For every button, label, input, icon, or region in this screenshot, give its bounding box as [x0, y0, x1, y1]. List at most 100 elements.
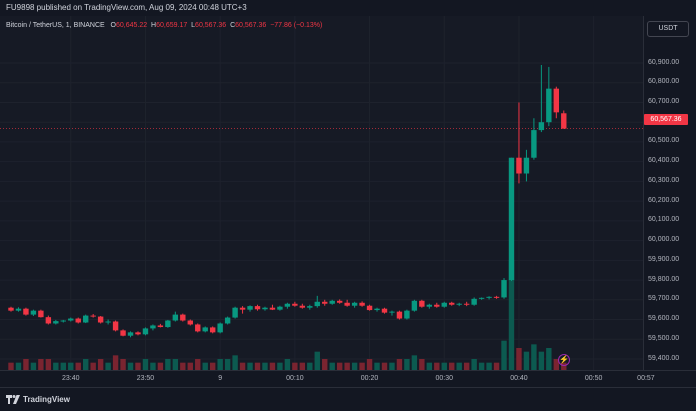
candle-body [232, 307, 238, 318]
open-value: 60,645.22 [115, 22, 148, 29]
candle-body [523, 157, 530, 174]
candlestick-chart[interactable] [0, 16, 643, 370]
candle-body [344, 302, 350, 306]
volume-bar [262, 362, 268, 370]
volume-bar [531, 344, 537, 370]
candle-body [359, 302, 365, 306]
candle-body [68, 318, 74, 321]
volume-bar [45, 359, 52, 370]
candle-body [105, 321, 111, 323]
candle-body [150, 325, 156, 329]
candle-body [396, 311, 403, 319]
candle-body [284, 303, 291, 307]
candle-body [456, 303, 462, 305]
candle-body [60, 320, 66, 322]
volume-bar [344, 362, 350, 370]
volume-bar [127, 362, 134, 370]
volume-bar [463, 362, 470, 370]
volume-bar [538, 351, 545, 370]
candle-body [180, 314, 186, 321]
volume-bar [239, 362, 246, 370]
price-tick-label: 60,100.00 [648, 216, 680, 224]
change-value: −77.86 (−0.13%) [270, 22, 323, 29]
time-axis[interactable] [0, 370, 696, 387]
volume-bar [336, 362, 343, 370]
candle-body [381, 308, 388, 313]
candle-body [209, 327, 216, 333]
volume-bar [396, 359, 403, 370]
candle-body [546, 88, 552, 123]
candle-body [45, 317, 52, 324]
candle-body [195, 324, 201, 332]
candle-body [471, 298, 477, 305]
volume-bar [105, 362, 111, 370]
volume-bar [449, 362, 455, 370]
time-tick-label: 23:40 [61, 375, 80, 382]
chart-pane[interactable] [0, 16, 643, 370]
price-tick-label: 60,900.00 [648, 58, 680, 66]
lightning-icon[interactable]: ⚡ [558, 354, 570, 366]
price-tick-label: 59,700.00 [648, 295, 680, 303]
volume-bar [202, 362, 208, 370]
volume-bar [217, 359, 223, 370]
volume-bar [508, 260, 515, 370]
candle-body [127, 332, 134, 336]
candle-body [120, 330, 126, 336]
candle-body [351, 302, 358, 306]
volume-bar [269, 362, 276, 370]
published-header: FU9898 published on TradingView.com, Aug… [0, 0, 696, 16]
price-tick-label: 60,200.00 [648, 196, 680, 204]
close-value: 60,567.36 [235, 22, 267, 29]
candle-body [172, 314, 179, 321]
open-label: O [110, 22, 116, 29]
tradingview-logo-icon[interactable] [6, 395, 20, 404]
volume-bar [314, 351, 320, 370]
candle-body [83, 315, 89, 323]
candle-body [142, 328, 149, 335]
candle-body [269, 307, 276, 310]
candle-body [322, 301, 328, 304]
volume-bar [523, 351, 530, 370]
candle-body [561, 113, 567, 129]
candle-body [53, 321, 59, 324]
tradingview-brand[interactable]: TradingView [23, 395, 70, 404]
volume-bar [329, 362, 335, 370]
candle-body [336, 300, 343, 303]
volume-bar [8, 362, 14, 370]
current-price-badge: 60,567.36 [644, 114, 688, 125]
candle-body [307, 306, 313, 308]
volume-bar [112, 355, 119, 370]
volume-bar [359, 362, 365, 370]
volume-bar [23, 359, 29, 370]
candle-body [463, 303, 470, 305]
volume-bar [135, 362, 141, 370]
time-tick-label: 00:40 [510, 375, 528, 382]
candle-body [30, 310, 37, 315]
volume-bar [516, 348, 522, 370]
volume-bar [60, 362, 66, 370]
volume-bar [209, 362, 216, 370]
candle-body [493, 296, 500, 298]
price-axis[interactable] [643, 16, 696, 370]
volume-bar [38, 359, 44, 370]
price-tick-label: 60,000.00 [648, 236, 680, 244]
currency-button[interactable]: USDT [647, 21, 689, 37]
candle-body [262, 307, 268, 310]
candle-body [277, 306, 283, 310]
time-tick-label: 00:20 [360, 375, 379, 382]
candle-body [531, 130, 537, 158]
volume-bar [15, 362, 22, 370]
volume-bar [351, 362, 358, 370]
candle-body [299, 305, 306, 308]
volume-bar [292, 362, 298, 370]
volume-bar [172, 359, 179, 370]
candle-body [329, 300, 335, 304]
volume-bar [546, 348, 552, 370]
candle-body [449, 302, 455, 305]
volume-bar [307, 362, 313, 370]
volume-bar [83, 359, 89, 370]
volume-bar [404, 359, 410, 370]
candle-body [478, 297, 485, 299]
candle-body [254, 306, 261, 310]
low-label: L [191, 22, 196, 29]
